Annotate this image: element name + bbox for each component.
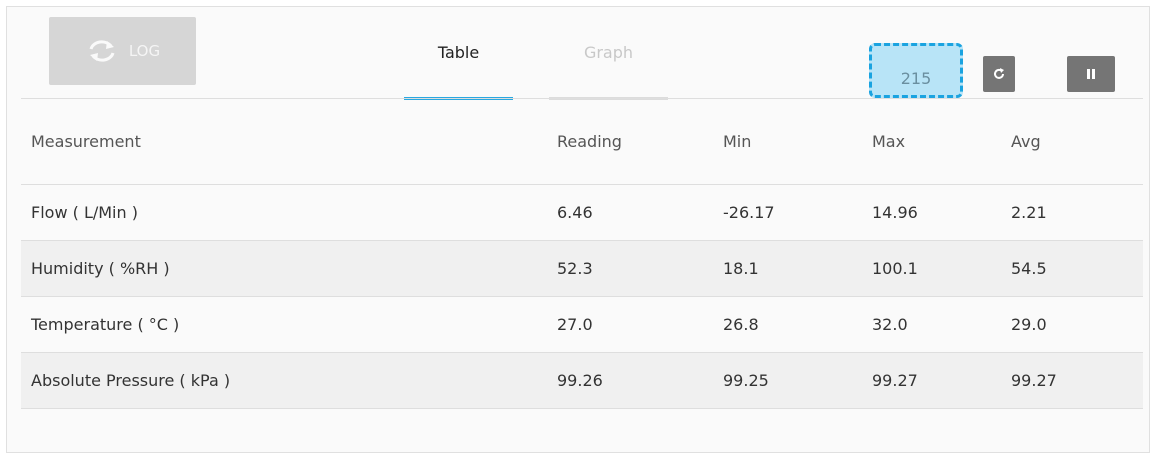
panel: LOG Table Graph 215 Measurement Reading Mi… <box>6 6 1150 453</box>
tab-table[interactable]: Table <box>404 27 513 100</box>
cell: Absolute Pressure ( kPa ) <box>31 371 231 390</box>
cell: 54.5 <box>1011 259 1047 278</box>
cell: 32.0 <box>872 315 908 334</box>
table-row: Flow ( L/Min ) 6.46 -26.17 14.96 2.21 <box>21 185 1143 241</box>
pause-button[interactable] <box>1067 56 1115 92</box>
cell: 26.8 <box>723 315 759 334</box>
refresh-button[interactable] <box>983 56 1015 92</box>
cell: Temperature ( °C ) <box>31 315 180 334</box>
cell: Min <box>723 132 752 151</box>
cell: 100.1 <box>872 259 918 278</box>
tab-graph[interactable]: Graph <box>549 27 668 100</box>
cell: 99.27 <box>872 371 918 390</box>
pause-icon <box>1087 69 1095 79</box>
cell: 6.46 <box>557 203 593 222</box>
table-row: Temperature ( °C ) 27.0 26.8 32.0 29.0 <box>21 297 1143 353</box>
table-row: Absolute Pressure ( kPa ) 99.26 99.25 99.27… <box>21 353 1143 409</box>
counter: 215 <box>869 43 963 98</box>
cell: Measurement <box>31 132 141 151</box>
cell: Flow ( L/Min ) <box>31 203 138 222</box>
cell: 14.96 <box>872 203 918 222</box>
cell: Reading <box>557 132 622 151</box>
log-label: LOG <box>128 42 161 60</box>
cell: 99.26 <box>557 371 603 390</box>
table-row: Humidity ( %RH ) 52.3 18.1 100.1 54.5 <box>21 241 1143 297</box>
cell: Avg <box>1011 132 1041 151</box>
refresh-icon <box>994 68 1004 79</box>
cell: 99.27 <box>1011 371 1057 390</box>
cell: 52.3 <box>557 259 593 278</box>
refresh-icon <box>89 40 115 62</box>
cell: 2.21 <box>1011 203 1047 222</box>
cell: Max <box>872 132 906 151</box>
cell: 29.0 <box>1011 315 1047 334</box>
log-button[interactable]: LOG <box>49 17 196 85</box>
cell: Humidity ( %RH ) <box>31 259 170 278</box>
cell: 18.1 <box>723 259 759 278</box>
cell: -26.17 <box>723 203 775 222</box>
divider <box>21 98 1143 99</box>
header-row: Measurement Reading Min Max Avg <box>21 99 1143 185</box>
cell: 99.25 <box>723 371 769 390</box>
cell: 27.0 <box>557 315 593 334</box>
